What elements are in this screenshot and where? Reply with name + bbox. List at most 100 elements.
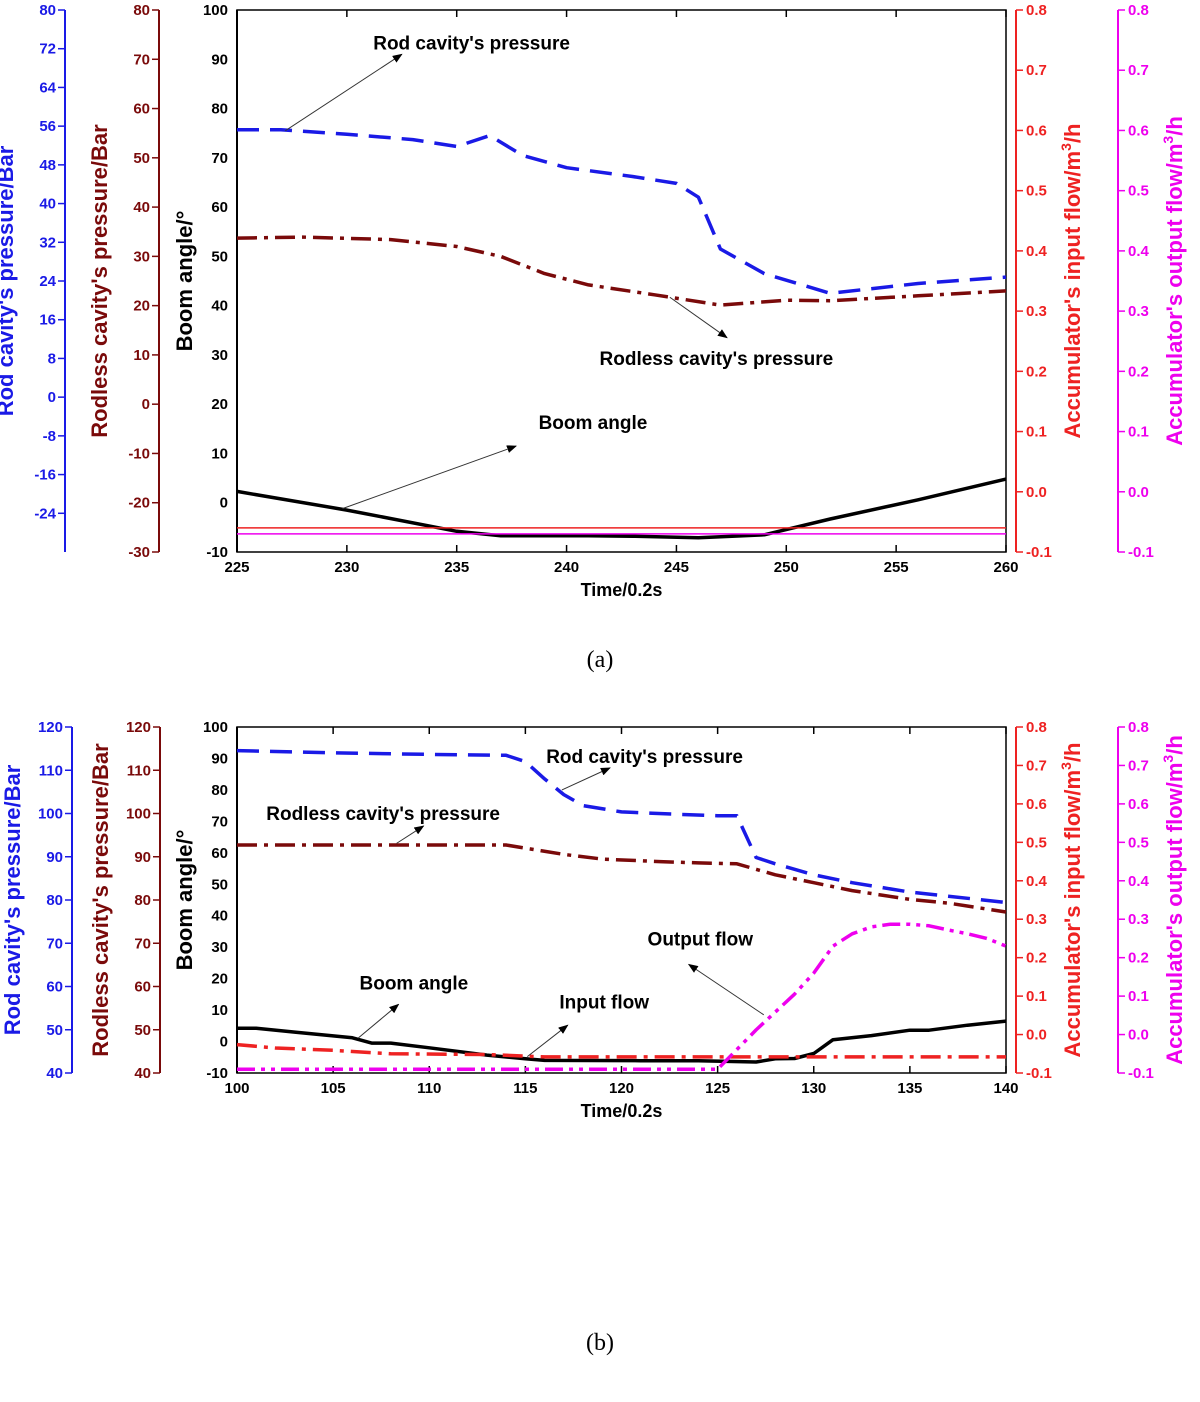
rod-tick-label: 40 (46, 1065, 63, 1082)
rod-tick-label: 48 (39, 157, 56, 174)
boom-tick-label: 90 (211, 750, 228, 767)
series-output-flowb (237, 922, 1007, 1071)
rod-tick-label: -16 (34, 467, 56, 484)
rodless-tick-label: 80 (134, 892, 151, 909)
output-flow-tick-label: 0.1 (1128, 424, 1149, 441)
input-flow-axis-title: Accumulator's input flow/m3/h (1058, 743, 1085, 1058)
x-tick-label: 225 (224, 559, 249, 576)
rodless-tick-label: 50 (134, 1022, 151, 1039)
boom-tick-label: 100 (203, 719, 228, 736)
rod-tick-label: 56 (39, 118, 56, 135)
annotation-arrow (561, 767, 611, 791)
rodless-tick-label: 80 (133, 2, 150, 19)
rod-tick-label: 120 (38, 719, 63, 736)
annotation-label: Boom angle (360, 974, 469, 995)
x-tick-label: 140 (993, 1080, 1018, 1097)
boom-axis-b: -10 0 10 20 30 40 50 60 70 80 90 100 Boom angle/° (172, 719, 238, 1082)
plot-frame-b (236, 726, 1007, 1074)
boom-axis-a: -10 0 10 20 30 40 50 60 70 80 90 100 Boom angle/° (172, 2, 238, 561)
input-flow-tick-label: 0.3 (1026, 303, 1047, 320)
series-rod-cavity-s-pressureb (236, 748, 1007, 905)
rod-tick-label: 8 (48, 350, 56, 367)
output-flow-axis-a: -0.1 0.0 0.1 0.2 0.3 0.4 0.5 0.6 0.7 0.8 Accumulat… (1117, 2, 1187, 561)
rodless-tick-label: 50 (133, 150, 150, 167)
input-flow-tick-label: 0.2 (1026, 950, 1047, 967)
output-flow-tick-label: 0.4 (1128, 873, 1150, 890)
output-flow-axis-title: Accumulator's output flow/m3/h (1160, 116, 1187, 446)
rod-tick-label: 24 (39, 273, 56, 290)
boom-tick-label: 60 (211, 845, 228, 862)
output-flow-tick-label: 0.0 (1128, 484, 1149, 501)
boom-tick-label: 40 (211, 908, 228, 925)
series-boom-anglea (236, 477, 1007, 540)
boom-tick-label: 80 (211, 782, 228, 799)
panel-a: 225 230 235 240 245 250 255 260Time/0.2s-100102… (0, 2, 1187, 673)
input-flow-tick-label: -0.1 (1026, 1065, 1052, 1082)
x-tick-label: 130 (801, 1080, 826, 1097)
boom-tick-label: 0 (220, 1034, 228, 1051)
boom-tick-label: 70 (211, 813, 228, 830)
rod-tick-label: 40 (39, 196, 56, 213)
rodless-tick-label: 40 (133, 199, 150, 216)
x-tick-label: 100 (224, 1080, 249, 1097)
rod-tick-label: 80 (39, 2, 56, 19)
panel-caption: (a) (587, 647, 614, 673)
boom-tick-label: 30 (211, 939, 228, 956)
x-tick-label: 135 (897, 1080, 922, 1097)
output-flow-tick-label: 0.5 (1128, 834, 1149, 851)
x-tick-label: 255 (884, 559, 909, 576)
rodless-tick-label: 0 (142, 396, 150, 413)
x-tick-label: 105 (321, 1080, 346, 1097)
annotation-arrow (396, 825, 425, 844)
rodless-tick-label: 90 (134, 849, 151, 866)
input-flow-axis-title: Accumulator's input flow/m3/h (1058, 124, 1085, 439)
input-flow-tick-label: 0.3 (1026, 911, 1047, 928)
rodless-tick-label: 100 (126, 806, 151, 823)
rod-tick-label: 80 (46, 892, 63, 909)
x-tick-label: 250 (774, 559, 799, 576)
boom-tick-label: 30 (211, 347, 228, 364)
rod-axis-title: Rod cavity's pressure/Bar (0, 764, 25, 1035)
boom-tick-label: 40 (211, 298, 228, 315)
boom-tick-label: 90 (211, 51, 228, 68)
annotation-arrow (342, 445, 517, 510)
input-flow-tick-label: 0.4 (1026, 243, 1048, 260)
output-flow-tick-label: 0.4 (1128, 243, 1150, 260)
output-flow-tick-label: 0.2 (1128, 363, 1149, 380)
panel-b: 100 105 110 115 120 125 130 135 140Time/0.2s-100… (0, 719, 1187, 1356)
output-flow-tick-label: 0.6 (1128, 122, 1149, 139)
series-rod-cavity-s-pressurea (237, 127, 1007, 296)
annotation-label: Rod cavity's pressure (373, 33, 570, 54)
output-flow-tick-label: 0.7 (1128, 62, 1149, 79)
rod-axis-title: Rod cavity's pressure/Bar (0, 145, 18, 416)
annotation-label: Rod cavity's pressure (546, 747, 743, 768)
rodless-axis-title: Rodless cavity's pressure/Bar (87, 124, 112, 438)
input-flow-axis-a: -0.1 0.0 0.1 0.2 0.3 0.4 0.5 0.6 0.7 0.8 Accumulat… (1015, 2, 1085, 561)
input-flow-tick-label: 0.8 (1026, 719, 1047, 736)
rodless-tick-label: 110 (127, 762, 151, 779)
rodless-tick-label: 60 (133, 101, 150, 118)
boom-tick-label: 60 (211, 199, 228, 216)
series-boom-angleb (237, 1019, 1007, 1064)
output-flow-tick-label: 0.8 (1128, 719, 1149, 736)
series-input-flowb (236, 1042, 1006, 1059)
rodless-tick-label: 20 (133, 298, 150, 315)
rod-tick-label: 60 (46, 979, 63, 996)
rod-tick-label: 0 (48, 389, 56, 406)
annotation-label: Output flow (648, 930, 754, 951)
boom-tick-label: 50 (211, 248, 228, 265)
input-flow-tick-label: 0.8 (1026, 2, 1047, 19)
rod-tick-label: 110 (39, 762, 63, 779)
annotation-arrow (357, 1003, 400, 1039)
boom-tick-label: 20 (211, 396, 228, 413)
rod-tick-label: 90 (46, 849, 63, 866)
input-flow-tick-label: 0.1 (1026, 988, 1047, 1005)
rodless-axis-title: Rodless cavity's pressure/Bar (88, 743, 113, 1057)
output-flow-tick-label: -0.1 (1128, 544, 1154, 561)
rod-axis-a: -24 -16 -8 0 8 16 24 32 40 48 56 64 72 80 Rod cavity's… (0, 2, 66, 552)
output-flow-tick-label: 0.2 (1128, 950, 1149, 967)
boom-axis-title: Boom angle/° (172, 211, 197, 352)
rodless-tick-label: 70 (133, 51, 150, 68)
rod-tick-label: 100 (38, 806, 63, 823)
x-tick-label: 235 (444, 559, 469, 576)
